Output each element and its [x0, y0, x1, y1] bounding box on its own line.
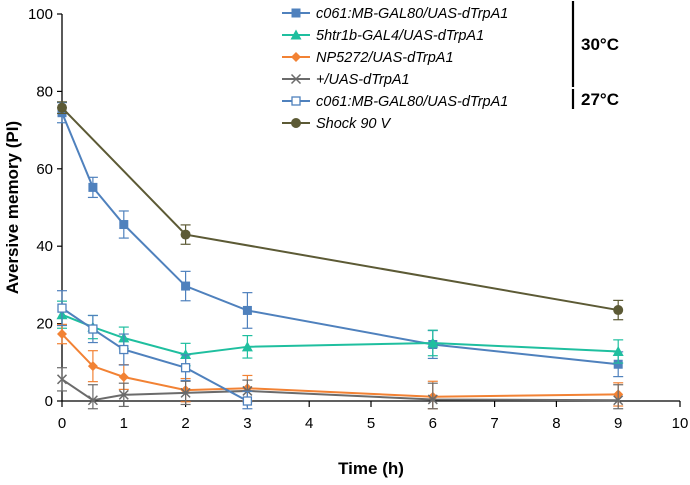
data-point: [88, 324, 98, 334]
marker-stroke: [180, 387, 191, 398]
x-tick-label: 8: [552, 415, 560, 432]
data-point: [181, 281, 191, 291]
data-point: [242, 305, 252, 315]
data-point: [427, 394, 438, 405]
y-axis-title: Aversive memory (PI): [3, 121, 22, 294]
y-tick-label: 40: [36, 238, 53, 255]
y-tick-label: 0: [45, 393, 53, 410]
legend-label: Shock 90 V: [316, 116, 391, 132]
data-point: [180, 363, 191, 373]
marker-stroke: [118, 389, 129, 400]
legend-marker: [290, 29, 302, 40]
data-point: [180, 229, 191, 240]
data-point: [427, 337, 439, 348]
data-point: [57, 329, 67, 340]
marker-stroke: [56, 374, 68, 385]
x-tick-label: 10: [672, 415, 689, 432]
legend-label: NP5272/UAS-dTrpA1: [316, 50, 454, 66]
x-tick-label: 7: [490, 415, 498, 432]
data-point: [241, 341, 253, 352]
x-tick-label: 5: [367, 415, 375, 432]
marker-stroke: [87, 395, 98, 406]
y-tick-label: 20: [36, 316, 53, 333]
axes: 0 20 40 60 80 100 0 1 2 3 4 5 6 7 8 9 10: [28, 6, 688, 432]
data-point: [612, 345, 624, 356]
x-tick-label: 4: [305, 415, 313, 432]
series-line: [61, 313, 619, 356]
data-point: [613, 395, 624, 406]
legend-marker: [291, 52, 301, 62]
marker-stroke: [613, 395, 624, 406]
series-4: [57, 290, 253, 410]
legend-marker: [291, 96, 301, 106]
data-point: [119, 344, 129, 355]
legend-marker: [290, 73, 302, 85]
legend-group-label: 30°C: [581, 35, 619, 54]
data-point: [613, 359, 623, 369]
x-tick-label: 3: [243, 415, 251, 432]
data-point: [118, 389, 129, 400]
x-tick-label: 9: [614, 415, 622, 432]
y-tick-label: 80: [36, 83, 53, 100]
data-point: [180, 349, 192, 360]
legend: c061:MB-GAL80/UAS-dTrpA1 5htr1b-GAL4/UAS-…: [282, 1, 619, 132]
series-layer: [56, 101, 624, 410]
data-point: [180, 387, 191, 398]
series-line: [61, 112, 619, 366]
legend-label: 5htr1b-GAL4/UAS-dTrpA1: [316, 28, 484, 44]
data-point: [57, 102, 67, 113]
data-point: [118, 372, 129, 383]
data-point: [87, 395, 98, 406]
series-3: [56, 367, 624, 410]
legend-label: c061:MB-GAL80/UAS-dTrpA1: [316, 94, 508, 110]
data-point: [119, 220, 129, 230]
x-axis-title: Time (h): [338, 459, 404, 478]
x-tick-label: 6: [429, 415, 437, 432]
data-point: [88, 182, 98, 192]
marker-stroke: [290, 73, 302, 85]
data-point: [242, 396, 253, 406]
data-point: [613, 305, 624, 316]
series-line: [61, 106, 619, 312]
legend-label: +/UAS-dTrpA1: [316, 72, 410, 88]
legend-marker: [291, 8, 301, 18]
marker-stroke: [427, 394, 438, 405]
x-tick-label: 2: [181, 415, 189, 432]
legend-label: c061:MB-GAL80/UAS-dTrpA1: [316, 6, 508, 22]
legend-group-label: 27°C: [581, 90, 619, 109]
y-tick-label: 100: [28, 6, 53, 23]
x-tick-label: 1: [120, 415, 128, 432]
x-tick-label: 0: [58, 415, 66, 432]
y-tick-label: 60: [36, 161, 53, 178]
data-point: [87, 361, 98, 372]
series-5: [57, 101, 624, 321]
data-point: [57, 303, 67, 313]
series-line: [61, 307, 248, 402]
legend-marker: [291, 118, 301, 128]
data-point: [56, 374, 68, 385]
series-0: [57, 102, 624, 378]
